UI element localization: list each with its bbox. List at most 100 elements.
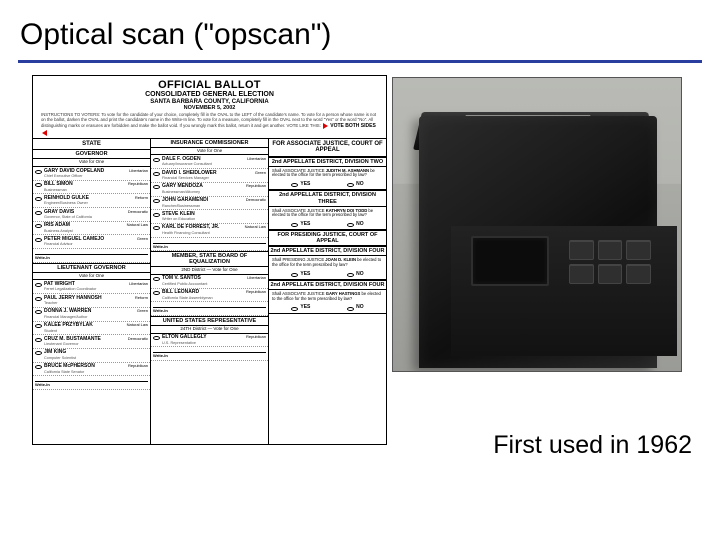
district-header: 2nd APPELLATE DISTRICT, DIVISION FOUR: [269, 246, 386, 256]
vote-oval-icon: [291, 273, 298, 277]
section-sub: 24TH District — Vote for One: [151, 326, 268, 334]
vote-oval-icon: [35, 238, 42, 242]
vote-oval-icon: [35, 183, 42, 187]
candidate-row: KARL DE FORREST, JR.Health Financing Con…: [151, 224, 268, 238]
scanner-body: [419, 116, 657, 368]
candidate-row: GARY DAVID COPELANDChief Executive Offic…: [33, 167, 150, 181]
vote-oval-icon: [35, 297, 42, 301]
vote-oval-icon: [153, 185, 160, 189]
scanner-btn: [626, 240, 651, 260]
scanner-btn: [598, 264, 623, 284]
footer-text: First used in 1962: [493, 431, 692, 460]
vote-oval-icon: [347, 273, 354, 277]
vote-oval-icon: [153, 172, 160, 176]
arrow-icon: [323, 123, 328, 129]
district-header: 2nd APPELLATE DISTRICT, DIVISION THREE: [269, 190, 386, 206]
section-header: LIEUTENANT GOVERNOR: [33, 263, 150, 273]
candidate-row: PAT WRIGHTFerret Legalization Coordinato…: [33, 280, 150, 294]
vote-oval-icon: [153, 226, 160, 230]
ballot-header: OFFICIAL BALLOT CONSOLIDATED GENERAL ELE…: [33, 76, 386, 138]
candidate-row: BILL LEONARDCalifornia State Assemblyman…: [151, 289, 268, 303]
candidate-row: BRUCE McPHERSONCalifornia State Senator …: [33, 363, 150, 377]
yes-no-row: YES NO: [269, 303, 386, 314]
scanner-display: [471, 236, 549, 286]
section-header: MEMBER, STATE BOARD OF EQUALIZATION: [151, 251, 268, 267]
ballot-subtitle: CONSOLIDATED GENERAL ELECTION: [37, 91, 382, 99]
vote-oval-icon: [35, 283, 42, 287]
section-header: GOVERNOR: [33, 150, 150, 159]
write-in: Write-In: [151, 238, 268, 251]
title-underline: [18, 60, 702, 63]
section-sub: Vote for One: [151, 148, 268, 156]
ballot-date: NOVEMBER 5, 2002: [37, 105, 382, 111]
candidate-row: JOHN GARAMENDIRancher/Businessman Democr…: [151, 197, 268, 211]
write-in: Write-In: [151, 347, 268, 360]
col-header: FOR ASSOCIATE JUSTICE, COURT OF APPEAL: [269, 139, 386, 157]
ballot-col-1: STATEGOVERNORVote for One GARY DAVID COP…: [33, 139, 151, 446]
section-sub: 2ND District — Vote for One: [151, 267, 268, 275]
candidate-row: CRUZ M. BUSTAMANTELieutenant Governor De…: [33, 335, 150, 349]
yes-no-row: YES NO: [269, 270, 386, 281]
vote-oval-icon: [153, 336, 160, 340]
judge-question: Shall ASSOCIATE JUSTICE JUDITH M. ASHMAN…: [269, 167, 386, 180]
vote-oval-icon: [153, 158, 160, 162]
ballot-title: OFFICIAL BALLOT: [37, 79, 382, 91]
judge-question: Shall ASSOCIATE JUSTICE GARY HASTINGS be…: [269, 290, 386, 303]
vote-oval-icon: [347, 183, 354, 187]
candidate-row: PAUL JERRY HANNOSHTeacher Reform: [33, 294, 150, 308]
vote-oval-icon: [35, 170, 42, 174]
candidate-row: REINHOLD GULKEEngineer/Business Owner Re…: [33, 194, 150, 208]
write-in: Write-In: [33, 249, 150, 262]
vote-oval-icon: [291, 183, 298, 187]
section-sub: Vote for One: [33, 273, 150, 281]
yes-no-row: YES NO: [269, 220, 386, 231]
scanner-btn: [569, 264, 594, 284]
vote-oval-icon: [347, 223, 354, 227]
candidate-row: STEVE KLEINWriter on Education: [151, 210, 268, 224]
ballot-image: OFFICIAL BALLOT CONSOLIDATED GENERAL ELE…: [32, 75, 387, 445]
district-header: 2nd APPELLATE DISTRICT, DIVISION FOUR: [269, 280, 386, 290]
vote-oval-icon: [153, 291, 160, 295]
vote-oval-icon: [35, 338, 42, 342]
candidate-row: GRAY DAVISGovernor, State of California …: [33, 208, 150, 222]
candidate-row: ELTON GALLEGLYU.S. Representative Republ…: [151, 334, 268, 348]
judge-question: Shall ASSOCIATE JUSTICE KATHRYN DOI TODD…: [269, 207, 386, 220]
vote-oval-icon: [35, 351, 42, 355]
ballot-county: SANTA BARBARA COUNTY, CALIFORNIA: [37, 99, 382, 106]
vote-oval-icon: [153, 199, 160, 203]
ballot-columns: STATEGOVERNORVote for One GARY DAVID COP…: [33, 138, 386, 446]
candidate-row: KALEE PRZYBYLAKStudent Natural Law: [33, 322, 150, 336]
vote-oval-icon: [35, 224, 42, 228]
col-header: STATE: [33, 139, 150, 151]
scanner-btn: [569, 240, 594, 260]
candidate-row: IRIS ADAMBusiness Analyst Natural Law: [33, 222, 150, 236]
arrow-icon: [42, 130, 47, 136]
scanner-btn: [598, 240, 623, 260]
judge-question: Shall PRESIDING JUSTICE JOAN D. KLEIN be…: [269, 256, 386, 269]
candidate-row: GARY MENDOZABusinessman/Attorney Republi…: [151, 183, 268, 197]
write-in: Write-In: [33, 376, 150, 389]
ballot-col-3: FOR ASSOCIATE JUSTICE, COURT OF APPEAL2n…: [269, 139, 386, 446]
vote-oval-icon: [291, 223, 298, 227]
candidate-row: TOM V. SANTOSCertified Public Accountant…: [151, 275, 268, 289]
ballot-instructions: INSTRUCTIONS TO VOTERS: To vote for the …: [37, 113, 382, 135]
candidate-row: DAVID I. SHEIDLOWERFinancial Services Ma…: [151, 169, 268, 183]
vote-oval-icon: [35, 310, 42, 314]
candidate-row: JIM KINGComputer Scientist: [33, 349, 150, 363]
candidate-row: BILL SIMONBusinessman Republican: [33, 181, 150, 195]
write-in: Write-In: [151, 302, 268, 315]
section-header: UNITED STATES REPRESENTATIVE: [151, 316, 268, 326]
vote-oval-icon: [35, 197, 42, 201]
section-sub: Vote for One: [33, 159, 150, 167]
vote-oval-icon: [153, 213, 160, 217]
ballot-col-2: INSURANCE COMMISSIONERVote for One DALE …: [151, 139, 269, 446]
vote-oval-icon: [347, 307, 354, 311]
scanner-image: [392, 77, 682, 372]
content-area: OFFICIAL BALLOT CONSOLIDATED GENERAL ELE…: [0, 75, 720, 505]
candidate-row: DONNA J. WARRENFinancial Manager/Author …: [33, 308, 150, 322]
section-header: INSURANCE COMMISSIONER: [151, 139, 268, 148]
vote-oval-icon: [35, 365, 42, 369]
candidate-row: DALE F. OGDENActuary/Insurance Consultan…: [151, 155, 268, 169]
district-header: 2nd APPELLATE DISTRICT, DIVISION TWO: [269, 157, 386, 167]
vote-oval-icon: [35, 324, 42, 328]
